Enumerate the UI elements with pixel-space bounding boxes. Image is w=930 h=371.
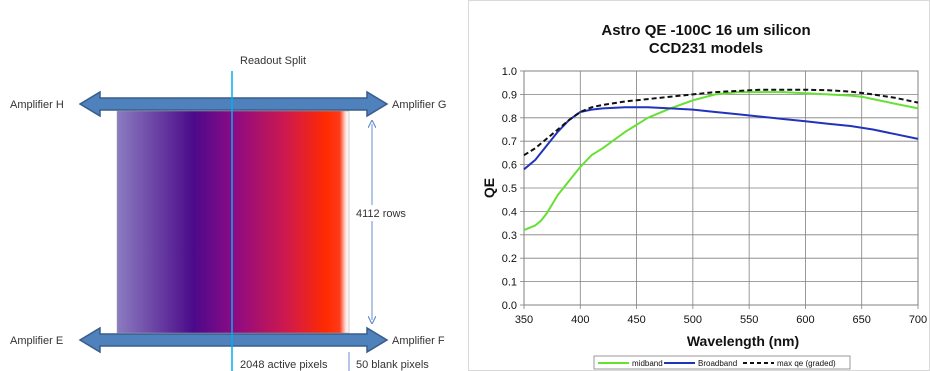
blank-pixels-label: 50 blank pixels (356, 359, 429, 371)
x-tick-label: 650 (853, 314, 871, 326)
amplifier-h-label: Amplifier H (10, 99, 64, 111)
ccd-sensor-area (116, 110, 350, 334)
bottom-serial-register-arrow (78, 326, 389, 354)
x-axis-title: Wavelength (nm) (687, 333, 799, 349)
y-tick-label: 0.8 (502, 113, 517, 125)
ccd-readout-diagram: Readout Split Amplifier H Amplifier G Am… (10, 55, 446, 371)
top-serial-register-arrow (78, 90, 389, 118)
x-tick-label: 450 (627, 314, 645, 326)
amplifier-g-label: Amplifier G (392, 99, 446, 111)
y-tick-label: 0.3 (502, 230, 517, 242)
y-tick-label: 0.0 (502, 300, 517, 312)
y-tick-label: 0.7 (502, 136, 517, 148)
y-tick-label: 0.5 (502, 183, 517, 195)
y-tick-label: 0.9 (502, 89, 517, 101)
x-tick-label: 500 (684, 314, 702, 326)
readout-split-label: Readout Split (240, 55, 306, 67)
y-tick-label: 0.6 (502, 160, 517, 172)
amplifier-f-label: Amplifier F (392, 335, 445, 347)
y-tick-label: 1.0 (502, 66, 517, 78)
x-tick-label: 700 (909, 314, 927, 326)
legend: midband Broadband max qe (graded) (593, 355, 851, 370)
rows-label: 4112 rows (356, 208, 406, 220)
series-line-max-qe-graded (523, 88, 919, 157)
chart-title-line-1: Astro QE -100C 16 um silicon (601, 22, 810, 39)
legend-label-broadband: Broadband (698, 359, 737, 368)
x-tick-label: 400 (571, 314, 589, 326)
active-pixels-label: 2048 active pixels (240, 359, 328, 371)
y-tick-label: 0.1 (502, 277, 517, 289)
legend-label-max-qe: max qe (graded) (777, 359, 836, 368)
x-tick-label: 550 (740, 314, 758, 326)
y-tick-label: 0.4 (502, 206, 517, 218)
qe-chart: Astro QE -100C 16 um silicon CCD231 mode… (468, 0, 930, 371)
amplifier-e-label: Amplifier E (10, 335, 63, 347)
y-tick-label: 0.2 (502, 253, 517, 265)
y-axis-title: QE (481, 178, 497, 198)
x-tick-label: 600 (796, 314, 814, 326)
legend-label-midband: midband (632, 359, 663, 368)
chart-title-line-2: CCD231 models (649, 40, 763, 57)
x-tick-label: 350 (515, 314, 533, 326)
